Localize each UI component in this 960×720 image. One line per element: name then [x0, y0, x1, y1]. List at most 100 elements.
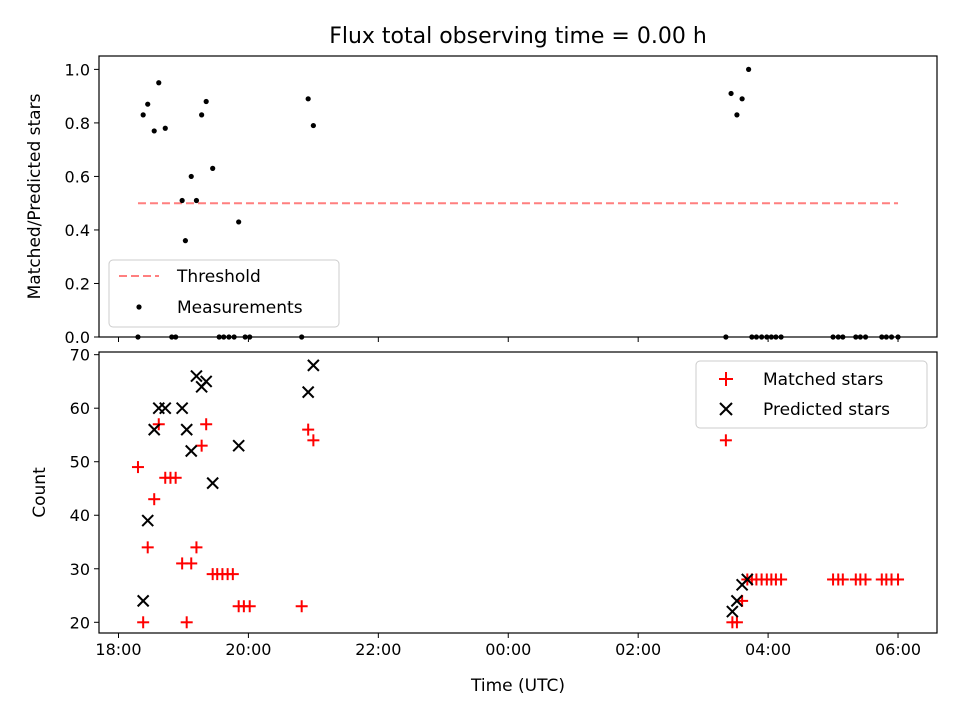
matched-star-point	[180, 616, 193, 629]
predicted-star-point	[175, 401, 189, 415]
count-x-tick-label: 04:00	[745, 640, 791, 659]
ratio-y-tick-label: 0.2	[65, 274, 90, 293]
count-y-tick-label: 70	[70, 346, 90, 365]
measurement-point	[310, 122, 316, 129]
predicted-star-point	[726, 605, 739, 618]
predicted-star-point	[190, 369, 203, 383]
count-x-tick-label: 02:00	[615, 640, 661, 659]
predicted-legend-label: Predicted stars	[763, 400, 890, 420]
ratio-y-tick-label: 1.0	[65, 60, 90, 79]
measurement-point	[199, 112, 205, 118]
ratio-y-tick-label: 0.6	[65, 167, 90, 186]
measurement-point	[210, 165, 216, 171]
predicted-star-point	[307, 359, 320, 372]
measurements-legend-swatch	[136, 304, 142, 310]
ratio-y-ticks: 0.0 0.2 0.4 0.6 0.8 1.0	[65, 60, 99, 347]
matched-star-point	[185, 557, 198, 570]
predicted-star-point	[180, 423, 193, 436]
matched-star-point	[131, 461, 144, 474]
predicted-star-point	[136, 594, 150, 608]
ratio-y-tick-label: 0.0	[65, 328, 90, 347]
predicted-star-point	[730, 594, 744, 608]
measurement-point	[188, 173, 194, 180]
matched-star-point	[302, 423, 315, 436]
count-x-tick-label: 00:00	[485, 640, 531, 659]
matched-star-point	[836, 573, 849, 586]
matched-star-point	[137, 616, 150, 629]
count-plot-area	[131, 359, 905, 629]
measurement-point	[162, 125, 168, 131]
ratio-x-ticks	[117, 337, 899, 342]
predicted-star-point	[741, 573, 754, 586]
matched-star-point	[892, 573, 905, 586]
count-x-tick-label: 18:00	[95, 640, 141, 659]
measurement-point	[728, 90, 734, 97]
matched-star-point	[195, 439, 208, 452]
ratio-y-tick-label: 0.4	[65, 221, 90, 240]
measurement-point	[739, 96, 745, 102]
count-y-tick-label: 40	[70, 506, 90, 525]
measurement-point	[182, 238, 188, 244]
predicted-legend-swatch	[719, 402, 733, 416]
count-x-tick-label: 22:00	[355, 640, 401, 659]
matched-star-point	[141, 541, 154, 554]
measurements-legend-label: Measurements	[177, 298, 303, 318]
chart-title: Flux total observing time = 0.00 h	[329, 24, 707, 49]
measurement-point	[203, 98, 209, 105]
count-axes-frame	[98, 351, 938, 634]
matched-star-point	[200, 418, 213, 431]
count-legend-box	[695, 360, 928, 429]
predicted-star-point	[206, 476, 219, 490]
count-y-tick-label: 20	[70, 613, 90, 632]
count-y-tick-label: 30	[70, 560, 90, 579]
measurement-point	[746, 66, 752, 72]
x-axis-label: Time (UTC)	[470, 676, 565, 696]
matched-legend-swatch	[719, 372, 733, 386]
measurement-point	[145, 101, 151, 107]
ratio-y-tick-label: 0.8	[65, 114, 90, 133]
predicted-star-point	[185, 444, 198, 458]
count-y-tick-label: 50	[70, 453, 90, 472]
matched-star-point	[859, 573, 872, 586]
count-x-tick-label: 20:00	[225, 640, 271, 659]
measurement-point	[193, 197, 200, 204]
measurement-point	[156, 80, 162, 86]
count-panel: 18:00 20:00 22:00 00:00 02:00 04:00 06:00 20 30…	[30, 346, 938, 696]
count-x-ticks: 18:00 20:00 22:00 00:00 02:00 04:00 06:00	[95, 633, 921, 659]
measurement-point	[151, 128, 157, 134]
measurement-point	[140, 112, 146, 118]
matched-star-point	[307, 434, 320, 447]
predicted-star-point	[199, 375, 213, 388]
matched-star-point	[243, 600, 256, 613]
measurement-point	[305, 96, 311, 102]
predicted-star-point	[148, 423, 161, 436]
predicted-star-point	[159, 401, 172, 415]
ratio-axes-frame	[98, 55, 938, 338]
predicted-star-point	[141, 514, 154, 527]
matched-star-point	[226, 568, 239, 581]
matched-star-point	[190, 541, 203, 554]
threshold-legend-label: Threshold	[176, 267, 261, 287]
predicted-star-point	[232, 439, 245, 452]
count-legend: Matched stars Predicted stars	[695, 360, 928, 429]
matched-star-point	[719, 434, 732, 447]
ratio-panel: 0.0 0.2 0.4 0.6 0.8 1.0 Matched/Predicted sta…	[25, 55, 938, 347]
matched-star-point	[730, 616, 743, 629]
matched-star-point	[295, 600, 308, 613]
ratio-legend-box	[108, 259, 340, 328]
count-y-tick-label: 60	[70, 399, 90, 418]
ratio-y-label: Matched/Predicted stars	[25, 93, 45, 299]
matched-legend-label: Matched stars	[763, 370, 883, 390]
matched-star-point	[148, 493, 161, 506]
measurement-point	[236, 219, 242, 225]
ratio-plot-area	[135, 66, 901, 340]
matched-star-point	[775, 573, 788, 586]
count-y-label: Count	[30, 467, 50, 518]
measurement-point	[734, 112, 740, 118]
measurement-point	[179, 197, 185, 204]
predicted-star-point	[301, 385, 315, 399]
ratio-legend: Threshold Measurements	[108, 259, 340, 328]
count-x-tick-label: 06:00	[875, 640, 921, 659]
count-y-ticks: 20 30 40 50 60 70	[70, 346, 99, 632]
